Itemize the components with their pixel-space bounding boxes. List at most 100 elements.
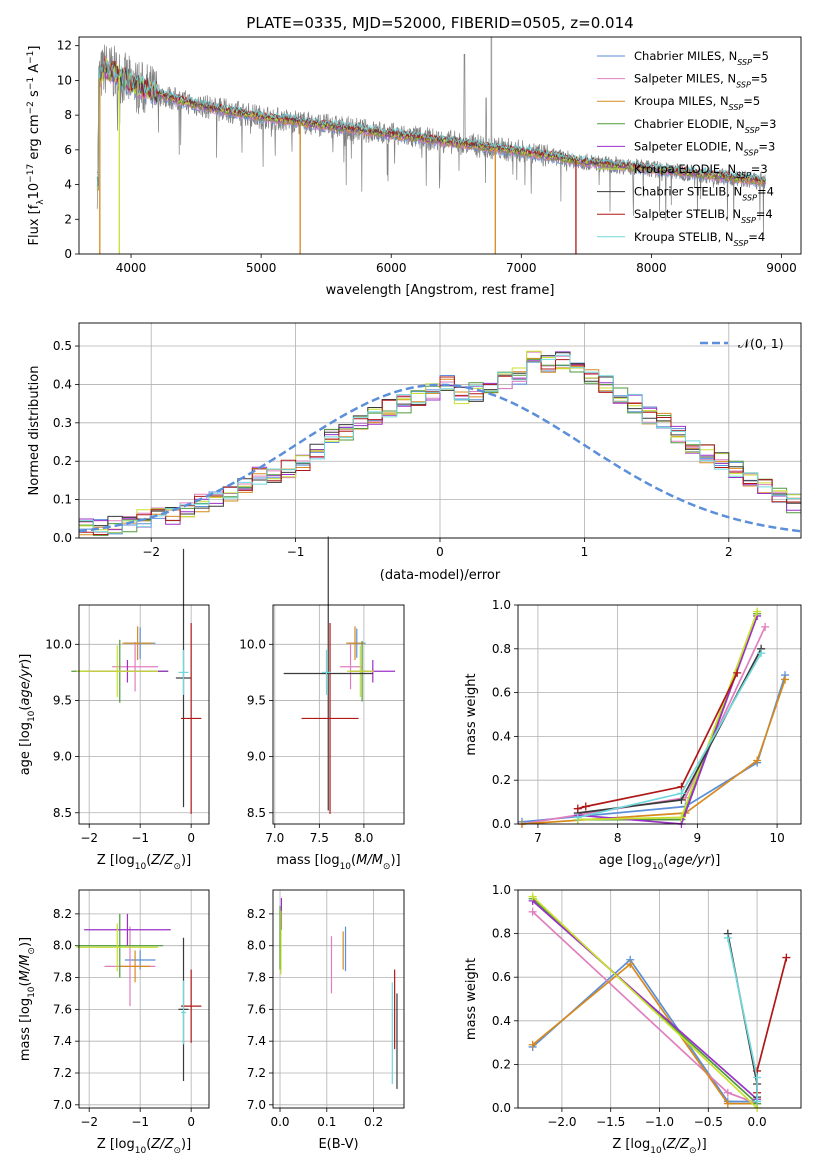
x-tick-label: 1 (581, 545, 589, 559)
weight-marker (723, 1099, 732, 1108)
label-part: Normed distribution (27, 366, 42, 496)
weight-line (532, 900, 758, 1100)
label-part: )] (181, 1137, 191, 1152)
x-tick-label: 5000 (246, 261, 277, 275)
axes-frame (517, 604, 802, 825)
x-tick-label: −2 (80, 831, 98, 845)
y-tick-label: 0.3 (53, 416, 72, 430)
label-part: ( (18, 981, 33, 986)
label-part: Z [log (612, 1137, 650, 1152)
x-tick-label: 0 (187, 1115, 195, 1129)
y-tick-label: 1.0 (492, 598, 511, 612)
y-tick-label: 12 (57, 39, 72, 53)
x-tick-label: 10 (769, 831, 784, 845)
plot-area (96, 37, 767, 254)
label-part: )] (181, 853, 191, 868)
weight-marker (626, 960, 635, 969)
label-part: 10 (650, 1146, 662, 1156)
label-part: s (27, 90, 42, 101)
label-part: age/yr (668, 853, 711, 868)
y-tick-label: 7.0 (247, 1098, 266, 1112)
label-part: mass weight (464, 958, 479, 1040)
label-part: ( (663, 853, 668, 868)
legend-label: Chabrier STELIB, NSSP=4 (634, 185, 774, 203)
label-part: −2 (26, 101, 36, 114)
x-tick-label: 7.5 (310, 831, 329, 845)
label-part: mass [log (18, 998, 33, 1061)
x-tick-label: −1 (287, 545, 305, 559)
y-tick-label: 0.8 (492, 642, 511, 656)
x-tick-label: −1.0 (645, 1115, 674, 1129)
legend-text: =4 (756, 207, 773, 221)
x-tick-label: 7 (534, 831, 542, 845)
label-part: ( (146, 853, 151, 868)
label-part: ⊙ (27, 947, 37, 955)
legend-text: Kroupa ELODIE, N (634, 162, 736, 176)
weight-marker (723, 933, 732, 942)
y-tick-label: 7.6 (247, 1002, 266, 1016)
label-part: mass [log (276, 853, 339, 868)
y-tick-label: 7.2 (53, 1066, 72, 1080)
label-part: −1 (26, 77, 36, 90)
x-axis-label: wavelength [Angstrom, rest frame] (326, 283, 555, 298)
plot-area (517, 607, 790, 828)
y-tick-label: 0.0 (492, 817, 511, 831)
legend-label: Chabrier MILES, NSSP=5 (634, 49, 769, 67)
x-tick-label: 8 (614, 831, 622, 845)
legend-label: Salpeter ELODIE, NSSP=3 (634, 139, 775, 157)
x-tick-label: 9 (694, 831, 702, 845)
plot-area (283, 536, 396, 814)
legend-label: Kroupa STELIB, NSSP=4 (634, 230, 765, 248)
label-part: E(B-V) (318, 1137, 358, 1152)
y-tick-label: 10.0 (45, 637, 72, 651)
axes-frame (78, 36, 802, 255)
label-part: )] (18, 937, 33, 947)
legend-sub: SSP (734, 238, 749, 247)
legend-sub: SSP (737, 58, 752, 67)
weight-marker (677, 789, 686, 798)
x-tick-label: 9000 (766, 261, 797, 275)
plot-area (79, 350, 801, 536)
axes-frame (78, 604, 210, 825)
label-part: )] (697, 1137, 707, 1152)
legend-sub: SSP (736, 171, 751, 180)
y-tick-label: 0.5 (53, 339, 72, 353)
weight-marker (757, 649, 766, 658)
legend-text: Salpeter ELODIE, N (634, 139, 744, 153)
legend-text: =5 (743, 94, 760, 108)
y-tick-label: 0.2 (492, 1057, 511, 1071)
label-part: 10 (27, 183, 42, 200)
legend-sub: SSP (745, 125, 760, 134)
legend-label: Salpeter STELIB, NSSP=4 (634, 207, 773, 225)
y-tick-label: 8 (64, 108, 72, 122)
weight-marker (781, 675, 790, 684)
panel-spectrum: 4000 5000 6000 7000 8000 9000 0 2 4 6 8 10 12 Chabrie… (26, 36, 802, 298)
y-axis-label: mass weight (464, 958, 479, 1040)
weight-line (532, 911, 758, 1105)
legend-text: =3 (751, 162, 768, 176)
x-axis-label: mass [log10(M/M⊙)] (276, 853, 400, 872)
label-part: Z [log (97, 853, 135, 868)
weight-marker (782, 953, 791, 962)
y-tick-label: 7.8 (247, 971, 266, 985)
y-tick-label: 7.6 (53, 1002, 72, 1016)
y-tick-label: 9.5 (247, 693, 266, 707)
label-part: ( (18, 706, 33, 711)
gaussian-curve (79, 383, 801, 533)
x-axis-label: Z [log10(Z/Z⊙)] (612, 1137, 706, 1156)
label-part: erg cm (27, 114, 42, 163)
y-tick-label: 7.8 (53, 971, 72, 985)
label-part: 10 (340, 862, 352, 872)
label-part: age [log (18, 722, 33, 775)
panel-mass-vs-ebv: 0.0 0.1 0.2 7.0 7.2 7.4 7.6 7.8 8.0 8.2 E(B-V) (247, 889, 405, 1152)
y-tick-label: 9.0 (247, 750, 266, 764)
y-tick-label: 0.2 (492, 773, 511, 787)
y-tick-label: 0.2 (53, 454, 72, 468)
y-tick-label: 6 (64, 143, 72, 157)
label-part: ( (662, 1137, 667, 1152)
label-part: ⊙ (173, 1146, 181, 1156)
y-tick-label: 8.0 (53, 939, 72, 953)
label-part: mass weight (464, 673, 479, 755)
label-part: Z [log (97, 1137, 135, 1152)
y-tick-label: 0 (64, 247, 72, 261)
